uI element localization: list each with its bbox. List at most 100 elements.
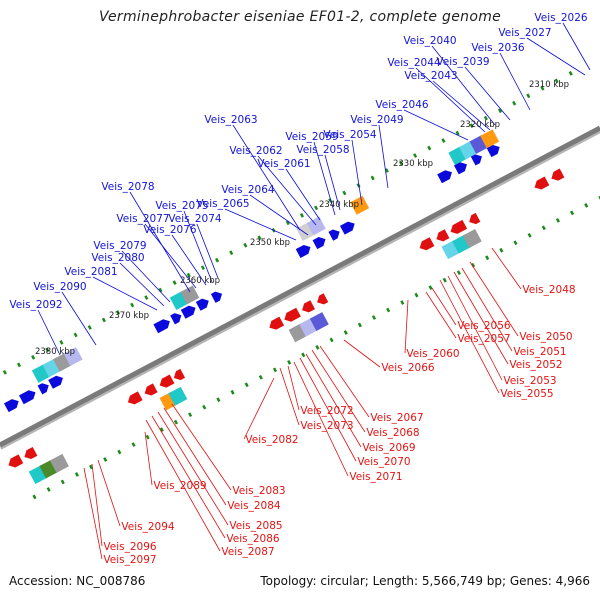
tick-mark [130, 302, 135, 308]
tick-mark [441, 138, 446, 143]
leader-line [285, 168, 321, 221]
reverse-gene-arrow [159, 374, 175, 388]
reverse-gene-label: Veis_2089 [153, 480, 206, 492]
forward-gene-label: Veis_2043 [404, 70, 457, 82]
tick-mark [158, 287, 163, 293]
tick-mark [371, 315, 377, 320]
tick-mark [145, 434, 150, 440]
gene-labels: Veis_2026Veis_2027Veis_2036Veis_2039Veis… [9, 12, 588, 566]
leader-line [232, 124, 301, 231]
leader-line [145, 419, 221, 552]
forward-gene-label: Veis_2078 [101, 181, 154, 193]
tick-mark [115, 310, 121, 315]
reverse-gene-arrow [317, 293, 329, 305]
leader-line [464, 66, 511, 121]
tick-mark [456, 270, 461, 276]
forward-gene-arrow [48, 375, 63, 389]
reverse-gene-arrow [269, 316, 285, 330]
leader-line [171, 234, 207, 286]
reverse-gene-label: Veis_2094 [121, 521, 175, 533]
leader-line [37, 309, 61, 356]
reverse-gene-arrow [534, 176, 550, 190]
tick-mark [173, 419, 179, 425]
tick-mark [188, 412, 193, 418]
kbp-label: 2340 kbp [319, 200, 359, 210]
tick-mark [59, 340, 64, 345]
forward-gene-arrow [328, 229, 340, 241]
reverse-gene-arrow [302, 300, 316, 313]
tick-mark [314, 205, 319, 211]
leader-line [343, 339, 381, 368]
forward-gene-label: Veis_2058 [296, 144, 349, 156]
tick-mark [584, 203, 589, 208]
tick-mark [32, 494, 37, 500]
tick-mark [398, 160, 404, 166]
tick-mark [159, 427, 164, 432]
leader-line [129, 191, 191, 293]
forward-gene-arrow [312, 237, 326, 250]
forward-gene-label: Veis_2092 [9, 299, 62, 311]
reverse-gene-arrow [127, 391, 143, 405]
leader-line [243, 377, 275, 440]
reverse-gene-label: Veis_2097 [103, 554, 156, 566]
leader-line [403, 109, 469, 141]
forward-gene-arrow [153, 319, 170, 334]
tick-mark [46, 487, 51, 492]
kbp-label: 2330 kbp [393, 159, 433, 169]
tick-mark [258, 374, 263, 380]
tick-mark [186, 272, 191, 278]
tick-mark [483, 115, 488, 121]
tick-mark [386, 307, 391, 313]
forward-gene-arrow [37, 383, 49, 395]
tick-mark [357, 322, 362, 328]
domain-box [309, 312, 329, 332]
forward-gene-label: Veis_2046 [375, 99, 429, 111]
forward-gene-arrow [470, 154, 483, 166]
forward-gene-arrow [339, 221, 355, 235]
reverse-gene-arrow [24, 446, 38, 460]
reverse-gene-label: Veis_2060 [406, 348, 459, 360]
tick-mark [555, 217, 560, 223]
forward-gene-arrow [3, 399, 19, 413]
reverse-gene-label: Veis_2083 [232, 485, 285, 497]
domain-boxes [28, 129, 500, 485]
leader-line [351, 139, 363, 206]
reverse-gene-label: Veis_2086 [226, 533, 280, 545]
leader-line [293, 361, 349, 477]
tick-mark [74, 472, 79, 477]
leader-line [257, 155, 317, 226]
kbp-label: 2350 kbp [250, 238, 290, 248]
reverse-gene-label: Veis_2071 [349, 471, 402, 483]
forward-gene-label: Veis_2076 [143, 224, 197, 236]
reverse-gene-label: Veis_2051 [513, 346, 566, 358]
leader-line [163, 407, 227, 506]
tick-mark [2, 369, 7, 375]
tick-mark [301, 352, 306, 358]
forward-gene-arrow [170, 313, 182, 325]
tick-mark [598, 195, 600, 201]
kbp-label: 2380 kbp [35, 347, 75, 357]
reverse-gene-arrow [419, 237, 435, 251]
leader-line [415, 67, 486, 133]
forward-gene-label: Veis_2079 [93, 240, 146, 252]
leader-line [144, 431, 153, 486]
leader-line [491, 247, 522, 290]
leader-line [313, 141, 336, 216]
reverse-gene-label: Veis_2087 [221, 546, 274, 558]
tick-mark [540, 85, 545, 91]
tick-mark [45, 347, 50, 353]
reverse-gene-arrow [551, 168, 565, 181]
kbp-labels: 2310 kbp 2320 kbp 2330 kbp 2340 kbp 2350 kbp… [35, 80, 569, 357]
kbp-label: 2360 kbp [180, 276, 220, 286]
tick-mark [287, 360, 292, 365]
forward-gene-label: Veis_2059 [285, 131, 338, 143]
leader-line [279, 367, 300, 426]
tick-mark [87, 325, 92, 330]
forward-gene-arrow [454, 162, 467, 175]
leader-line [299, 357, 357, 462]
tick-mark [60, 479, 65, 485]
forward-gene-arrow [180, 305, 196, 319]
genome-title: Verminephrobacter eiseniae EF01-2, compl… [98, 9, 502, 25]
reverse-gene-label: Veis_2070 [357, 456, 410, 468]
